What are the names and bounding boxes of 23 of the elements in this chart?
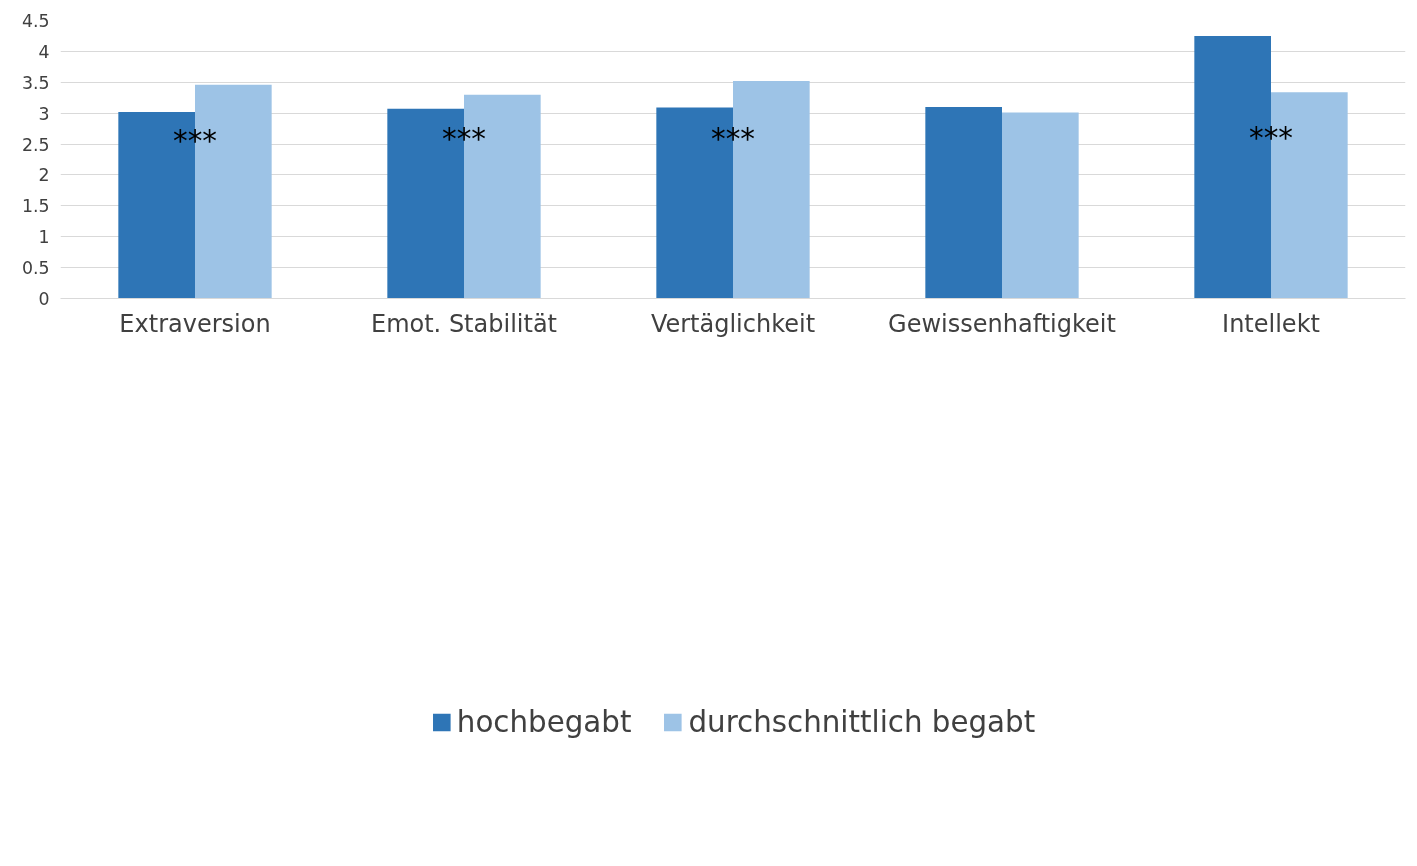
x-tick-label: Extraversion [119,309,271,338]
y-tick-label: 4.5 [21,11,50,31]
x-tick-label: Intellekt [1222,309,1320,338]
y-tick-label: 2 [38,165,50,186]
x-tick-label: Gewissenhaftigkeit [888,309,1116,338]
annotation: *** [711,122,755,157]
y-tick-label: 2.5 [21,134,50,155]
annotation: *** [1249,120,1293,155]
bar [925,106,1002,299]
y-tick-label: 1.5 [21,196,50,217]
x-tick-label: Vertäglichkeit [650,309,816,338]
y-tick-label: 3 [38,103,50,124]
legend-label: hochbegabt [456,704,632,739]
x-tick-label: Emot. Stabilität [370,309,558,338]
y-tick-label: 1 [38,227,50,248]
y-tick-label: 3.5 [21,72,50,93]
legend-label: durchschnittlich begabt [688,704,1036,739]
annotation: *** [173,123,217,158]
bar [1002,112,1079,299]
y-tick-label: 0.5 [21,258,50,279]
y-tick-label: 4 [38,41,50,62]
y-tick-label: 0 [38,289,50,309]
annotation: *** [442,122,486,157]
